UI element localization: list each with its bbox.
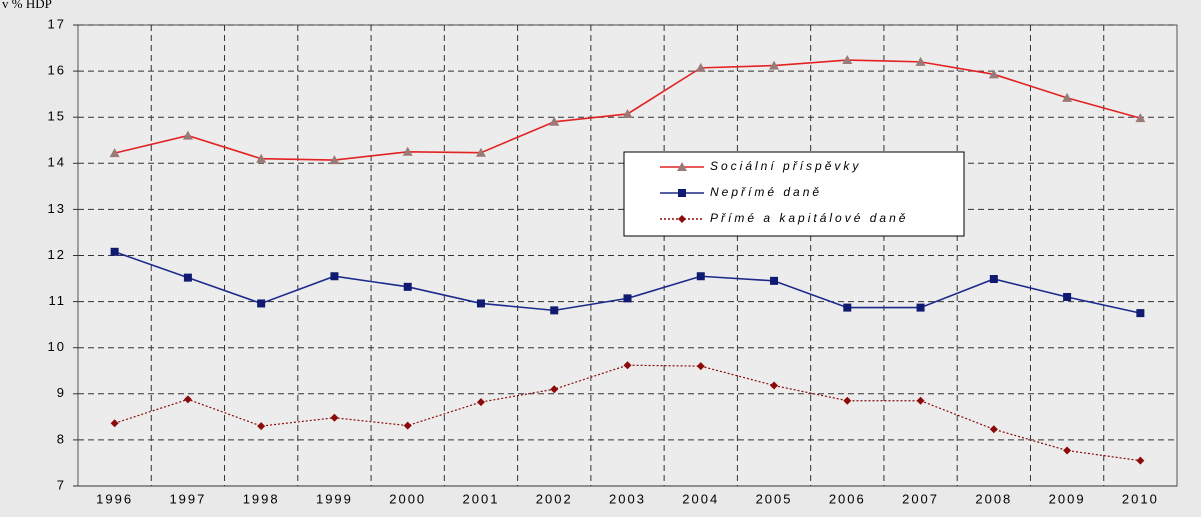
x-tick-label: 2005 [756, 491, 793, 506]
y-tick-label: 11 [49, 293, 67, 308]
x-tick-label: 2010 [1122, 491, 1159, 506]
marker [549, 116, 560, 126]
x-tick-label: 2000 [389, 491, 426, 506]
marker [1136, 309, 1145, 318]
marker [550, 306, 559, 315]
marker [988, 69, 999, 79]
marker [770, 276, 779, 285]
marker [989, 275, 998, 284]
marker [329, 155, 340, 165]
marker [696, 272, 705, 281]
marker [257, 299, 266, 308]
x-tick-label: 2002 [536, 491, 573, 506]
marker [109, 148, 120, 158]
marker [256, 153, 267, 163]
x-tick-label: 1996 [96, 491, 133, 506]
x-tick-label: 2001 [463, 491, 500, 506]
marker [916, 396, 925, 405]
legend-label: Přímé a kapitálové daně [710, 211, 908, 225]
marker [110, 247, 119, 256]
marker [770, 381, 779, 390]
marker [330, 413, 339, 422]
marker [475, 147, 486, 157]
marker [695, 62, 706, 72]
marker [623, 294, 632, 303]
y-axis-label: v % HDP [2, 0, 52, 11]
marker [916, 303, 925, 312]
marker [989, 425, 998, 434]
marker [183, 395, 192, 404]
y-tick-label: 12 [48, 247, 66, 262]
x-tick-label: 2009 [1049, 491, 1086, 506]
marker [842, 55, 853, 65]
marker [476, 398, 485, 407]
legend-marker [678, 189, 686, 197]
y-tick-label: 16 [48, 63, 66, 78]
x-tick-label: 1998 [243, 491, 280, 506]
x-tick-label: 1999 [316, 491, 353, 506]
marker [1063, 446, 1072, 455]
marker [402, 146, 413, 156]
marker [843, 396, 852, 405]
marker [403, 282, 412, 291]
marker [1135, 113, 1146, 123]
x-tick-label: 1997 [169, 491, 206, 506]
marker [1063, 292, 1072, 301]
marker [476, 299, 485, 308]
y-tick-label: 17 [48, 16, 66, 31]
marker [110, 419, 119, 428]
marker [1136, 456, 1145, 465]
y-tick-label: 9 [57, 385, 66, 400]
y-tick-label: 10 [48, 339, 66, 354]
legend-marker [678, 215, 686, 223]
marker [769, 60, 780, 70]
marker [550, 385, 559, 394]
legend-label: Sociální příspěvky [710, 159, 861, 173]
marker [257, 422, 266, 431]
marker [1062, 92, 1073, 102]
x-tick-label: 2007 [902, 491, 939, 506]
legend-label: Nepřímé daně [710, 185, 822, 199]
y-tick-label: 8 [57, 431, 66, 446]
y-tick-label: 14 [48, 155, 66, 170]
marker [696, 362, 705, 371]
x-tick-label: 2003 [609, 491, 646, 506]
y-tick-label: 13 [48, 201, 66, 216]
series-line [114, 364, 1141, 462]
x-tick-label: 2004 [682, 491, 719, 506]
marker [330, 272, 339, 281]
x-tick-label: 2006 [829, 491, 866, 506]
marker [403, 421, 412, 430]
marker [622, 108, 633, 118]
y-tick-label: 15 [48, 109, 66, 124]
marker [182, 130, 193, 140]
legend-marker [677, 162, 687, 171]
marker [183, 273, 192, 282]
marker [915, 56, 926, 66]
y-tick-label: 7 [57, 477, 66, 492]
x-tick-label: 2008 [975, 491, 1012, 506]
marker [843, 303, 852, 312]
marker [623, 361, 632, 370]
